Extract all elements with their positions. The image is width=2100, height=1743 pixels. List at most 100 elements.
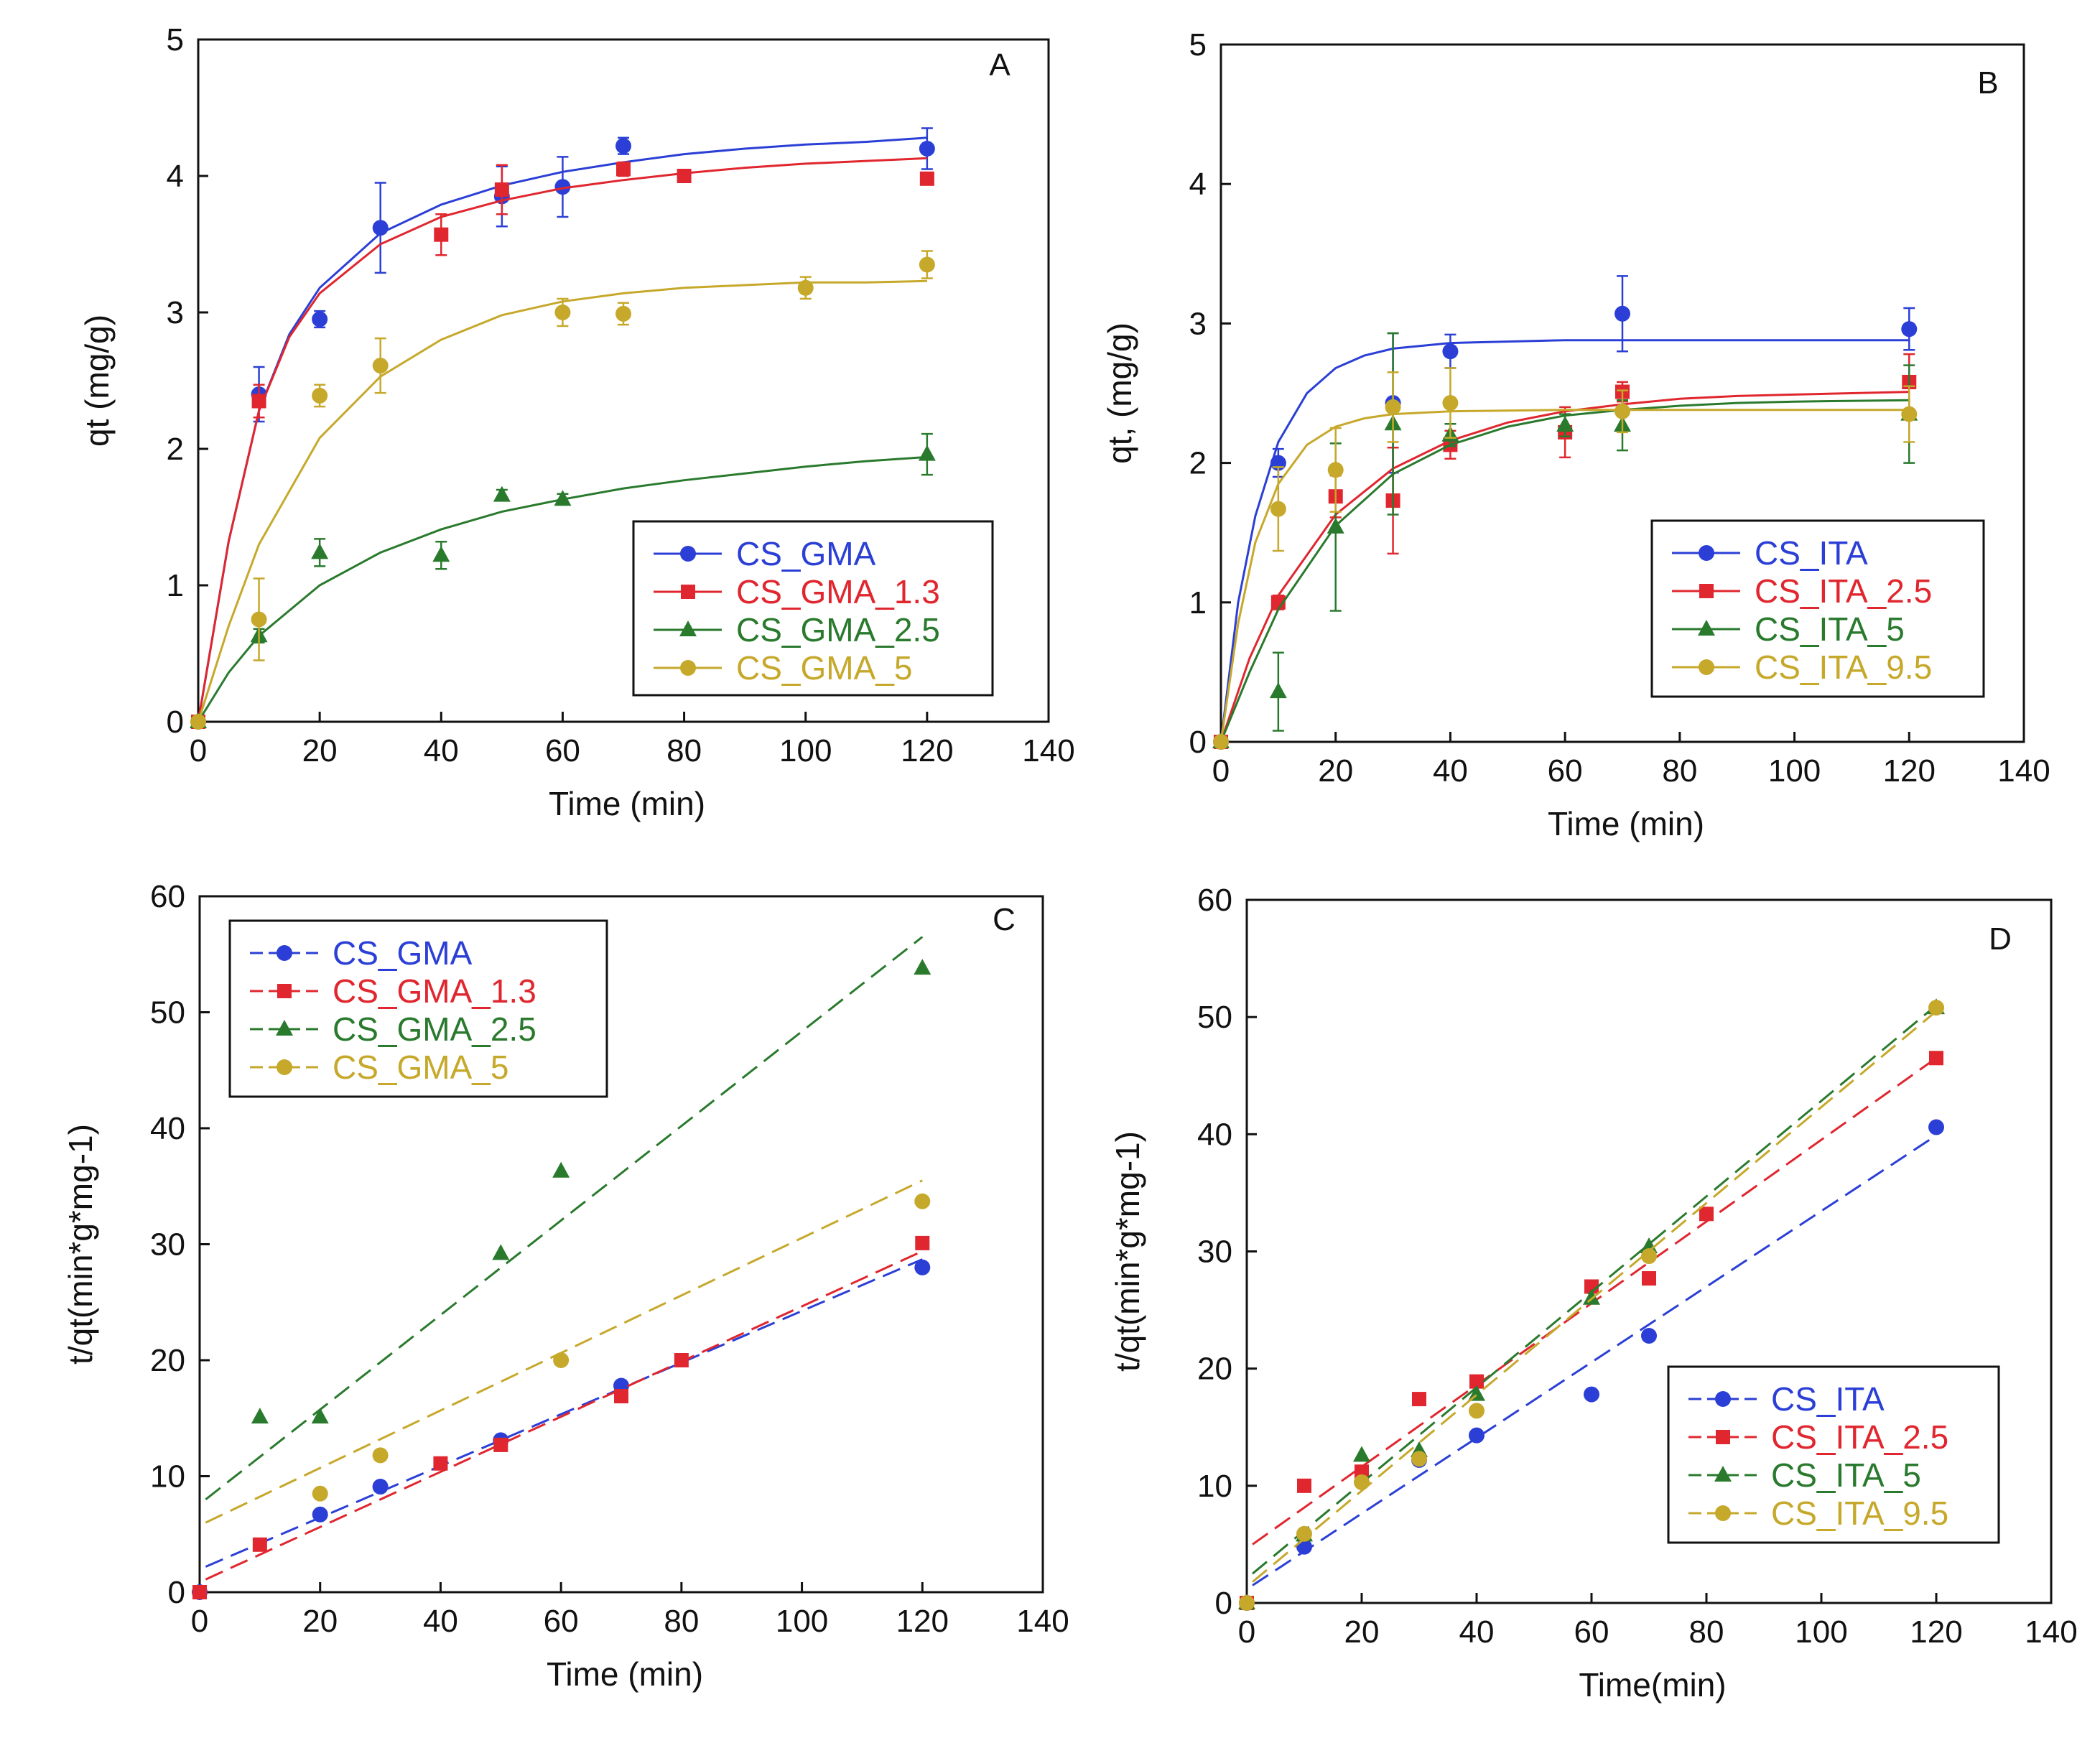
data-point — [1901, 321, 1918, 338]
x-tick-label: 20 — [1344, 1614, 1380, 1650]
legend-label: CS_GMA_2.5 — [736, 611, 940, 649]
y-tick-label: 0 — [167, 705, 184, 740]
data-point — [1385, 399, 1401, 415]
x-tick-label: 60 — [545, 733, 580, 768]
fit-line — [205, 1258, 923, 1568]
legend-label: CS_GMA — [333, 934, 473, 972]
data-point — [190, 714, 206, 730]
series-cs-gma-1-3 — [191, 157, 934, 729]
data-point — [553, 1352, 570, 1368]
x-tick-label: 100 — [776, 1604, 828, 1639]
series-cs-gma-5 — [205, 1179, 931, 1524]
y-tick-label: 0 — [1189, 725, 1207, 760]
y-tick-label: 2 — [167, 432, 184, 467]
legend-label: CS_GMA_1.3 — [736, 573, 940, 610]
x-tick-label: 80 — [664, 1604, 699, 1639]
x-axis-label: Time(min) — [1579, 1666, 1726, 1704]
y-tick-label: 10 — [150, 1459, 185, 1495]
y-tick-label: 5 — [167, 22, 184, 57]
y-tick-label: 40 — [150, 1111, 185, 1146]
y-tick-label: 5 — [1189, 27, 1207, 62]
y-tick-label: 20 — [150, 1343, 185, 1378]
y-tick-label: 0 — [1215, 1586, 1232, 1621]
legend-label: CS_ITA_9.5 — [1771, 1495, 1948, 1532]
y-tick-label: 3 — [167, 295, 184, 330]
x-tick-label: 60 — [544, 1604, 579, 1639]
panel-letter: D — [1989, 921, 2012, 957]
series-cs-gma-1-3 — [192, 1235, 930, 1599]
panel-letter: B — [1977, 65, 1998, 101]
x-tick-label: 140 — [1997, 753, 2050, 789]
y-tick-label: 30 — [150, 1227, 185, 1263]
data-point — [372, 220, 389, 236]
data-point — [1270, 501, 1286, 517]
chart-panel-a: 0 20 40 60 80 100 120 140 0 1 2 3 4 5 Time (min) qt (mg… — [78, 22, 1075, 822]
x-tick-label: 20 — [302, 1604, 338, 1639]
legend-swatch-marker — [1715, 1505, 1731, 1521]
panel-letter: A — [989, 47, 1010, 83]
legend-swatch-marker — [277, 945, 292, 961]
data-point — [918, 445, 936, 461]
data-point — [615, 305, 631, 322]
x-tick-label: 140 — [2025, 1614, 2077, 1650]
x-tick-label: 0 — [1212, 753, 1230, 789]
data-point — [1442, 395, 1459, 412]
data-point — [372, 1479, 389, 1495]
data-point — [252, 1537, 267, 1552]
legend-label: CS_GMA_5 — [333, 1049, 508, 1086]
data-point — [915, 1235, 930, 1250]
legend-label: CS_ITA — [1755, 534, 1868, 572]
x-axis-label: Time (min) — [549, 785, 705, 822]
x-tick-label: 120 — [896, 1604, 949, 1639]
data-point — [919, 256, 935, 273]
data-point — [433, 1456, 448, 1471]
fit-curve — [197, 279, 927, 722]
data-point — [312, 311, 328, 327]
x-tick-label: 120 — [1910, 1614, 1962, 1650]
data-point — [914, 1259, 931, 1275]
data-point — [311, 543, 329, 559]
y-tick-label: 50 — [150, 995, 185, 1031]
data-point — [1269, 682, 1287, 699]
legend-label: CS_ITA_2.5 — [1755, 572, 1932, 610]
data-point — [1699, 1207, 1714, 1222]
data-point — [1327, 517, 1344, 534]
x-tick-label: 140 — [1022, 733, 1074, 768]
legend-swatch-marker — [1715, 1391, 1731, 1407]
data-point — [493, 1437, 508, 1452]
x-tick-label: 0 — [190, 733, 207, 768]
legend-label: CS_ITA_5 — [1755, 610, 1905, 648]
data-point — [1239, 1595, 1255, 1611]
y-tick-label: 4 — [1189, 167, 1207, 202]
data-point — [312, 1485, 328, 1502]
x-tick-label: 40 — [423, 1604, 458, 1639]
series-cs-ita-9-5 — [1239, 1000, 1944, 1611]
data-point — [1928, 1119, 1944, 1135]
data-point — [674, 1353, 689, 1367]
y-tick-label: 40 — [1197, 1117, 1232, 1152]
data-point — [1213, 734, 1229, 750]
legend-swatch-marker — [1699, 545, 1714, 561]
x-tick-label: 140 — [1016, 1604, 1069, 1639]
data-point — [1412, 1392, 1426, 1407]
data-point — [1411, 1451, 1427, 1467]
legend-label: CS_GMA_1.3 — [333, 972, 536, 1010]
data-point — [1641, 1327, 1657, 1344]
x-tick-label: 40 — [1459, 1614, 1495, 1650]
data-point — [554, 305, 571, 320]
legend-label: CS_ITA_9.5 — [1755, 649, 1932, 686]
legend-swatch-marker — [680, 546, 696, 562]
data-point — [1469, 1374, 1484, 1389]
y-tick-label: 2 — [1189, 446, 1207, 481]
legend-label: CS_ITA — [1771, 1380, 1885, 1418]
panel-letter: C — [993, 902, 1016, 937]
data-point — [1353, 1446, 1370, 1462]
data-point — [1615, 305, 1630, 322]
data-point — [251, 1408, 269, 1424]
chart-panel-d: 0 20 40 60 80 100 120 140 0 10 20 30 40 50 60 Time(min)… — [1109, 883, 2078, 1704]
data-point — [914, 959, 931, 975]
data-point — [615, 138, 631, 154]
legend-label: CS_GMA — [736, 535, 876, 572]
